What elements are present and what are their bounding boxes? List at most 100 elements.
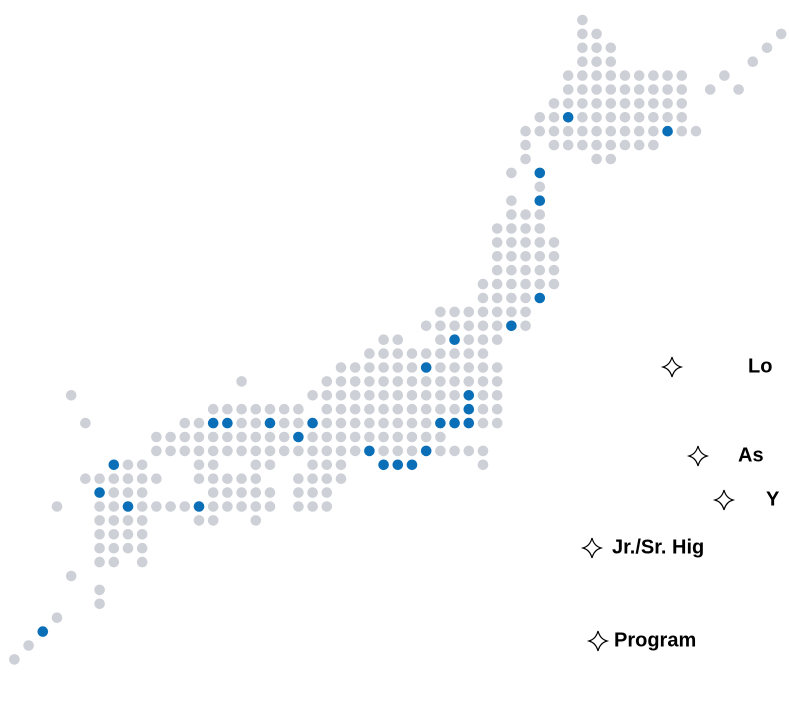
highlight-dot <box>108 459 120 471</box>
dot <box>250 403 262 415</box>
dot <box>378 403 389 415</box>
dot <box>605 84 617 95</box>
highlight-dot <box>662 125 673 137</box>
dot <box>477 417 489 429</box>
star-icon <box>660 356 684 378</box>
dot <box>392 334 404 346</box>
dot <box>648 125 659 137</box>
dot <box>406 362 418 373</box>
dot <box>278 403 290 415</box>
dot <box>108 556 120 568</box>
highlight-dot <box>122 501 134 512</box>
dot <box>420 403 432 415</box>
dot <box>293 417 304 429</box>
dot <box>463 445 475 457</box>
dot <box>534 237 546 248</box>
dot <box>633 98 645 109</box>
dot <box>349 390 361 401</box>
legend-label: Jr./Sr. Hig <box>612 536 704 558</box>
highlight-dot <box>534 195 546 206</box>
dot <box>108 529 120 540</box>
dot <box>378 362 389 373</box>
dot <box>676 112 688 123</box>
dot <box>520 250 531 262</box>
dot <box>435 390 446 401</box>
highlight-dot <box>392 459 404 471</box>
dot <box>364 431 375 443</box>
dot <box>250 417 262 429</box>
dot <box>94 542 105 554</box>
dot <box>506 195 517 206</box>
dot <box>349 376 361 387</box>
highlight-dot <box>37 626 49 637</box>
dot <box>236 473 247 485</box>
dot <box>477 334 489 346</box>
dot <box>136 487 148 498</box>
dot <box>619 125 631 137</box>
dot <box>477 376 489 387</box>
dot <box>108 501 120 512</box>
dot <box>648 98 659 109</box>
dot <box>491 390 503 401</box>
dot <box>605 125 617 137</box>
dot <box>577 98 588 109</box>
dot <box>534 112 546 123</box>
dot <box>378 417 389 429</box>
dot <box>449 320 460 332</box>
dot <box>719 70 730 81</box>
dot <box>108 515 120 526</box>
dot <box>733 84 744 95</box>
dot <box>633 125 645 137</box>
dot <box>619 139 631 151</box>
dot <box>662 70 673 81</box>
dot <box>534 250 546 262</box>
highlight-dot <box>506 320 517 332</box>
dot <box>406 390 418 401</box>
dot <box>605 42 617 54</box>
dot <box>477 403 489 415</box>
dot <box>591 70 602 81</box>
dot <box>520 209 531 220</box>
dot <box>335 473 347 485</box>
dot <box>193 417 205 429</box>
dot <box>122 529 134 540</box>
dot <box>222 487 233 498</box>
dot <box>577 42 588 54</box>
dot <box>193 431 205 443</box>
dot <box>605 98 617 109</box>
highlight-dot <box>222 417 233 429</box>
dot <box>619 112 631 123</box>
dot <box>648 70 659 81</box>
highlight-dot <box>449 417 460 429</box>
dot <box>477 306 489 318</box>
dot <box>548 98 560 109</box>
dot <box>591 153 602 165</box>
dot <box>307 487 318 498</box>
dot <box>392 362 404 373</box>
highlight-dot <box>435 417 446 429</box>
dot <box>122 473 134 485</box>
dot <box>676 125 688 137</box>
dot <box>676 84 688 95</box>
dot <box>520 153 531 165</box>
dot <box>605 70 617 81</box>
highlight-dot <box>293 431 304 443</box>
dot <box>562 98 574 109</box>
dot <box>477 390 489 401</box>
dot <box>321 376 333 387</box>
dot <box>690 125 702 137</box>
highlight-dot <box>420 362 432 373</box>
dot <box>520 125 531 137</box>
dot <box>364 376 375 387</box>
dot <box>548 125 560 137</box>
dot <box>591 125 602 137</box>
dot <box>378 390 389 401</box>
dot <box>591 112 602 123</box>
dot <box>548 237 560 248</box>
dot <box>506 278 517 290</box>
dot <box>307 459 318 471</box>
dot <box>151 473 162 485</box>
dot <box>761 42 773 54</box>
dot <box>605 139 617 151</box>
